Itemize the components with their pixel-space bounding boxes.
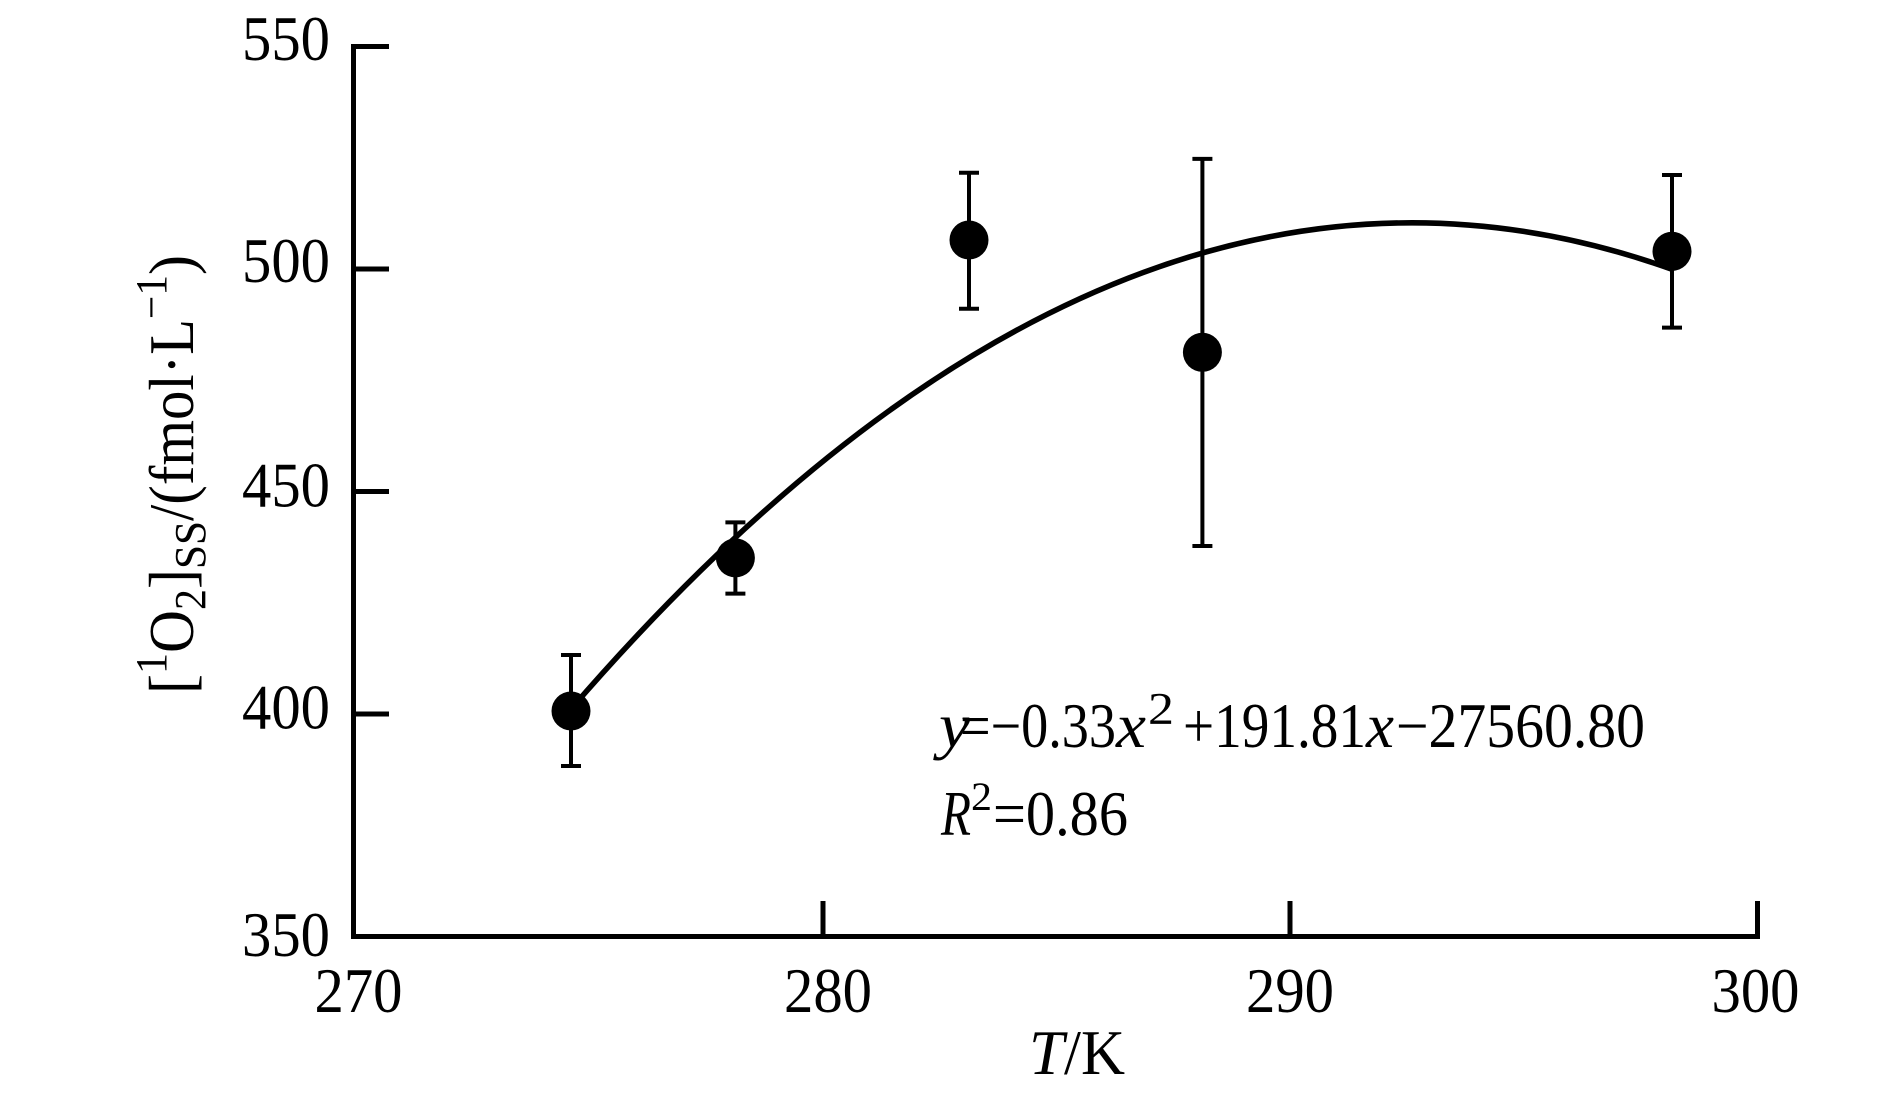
svg-text:T: T [1029,1018,1068,1088]
svg-text:550: 550 [242,4,330,74]
svg-text:500: 500 [242,226,330,296]
svg-text:2: 2 [166,589,215,610]
svg-text:1: 1 [127,653,176,674]
svg-text:[: [ [137,674,207,694]
svg-text:300: 300 [1712,956,1800,1026]
svg-text:/(fmol·L: /(fmol·L [137,319,207,521]
svg-text:/K: /K [1064,1018,1125,1088]
svg-text:R: R [940,779,971,849]
svg-text:2: 2 [971,774,992,819]
svg-text:SS: SS [166,521,215,569]
svg-text:=0.86: =0.86 [993,779,1128,849]
svg-text:290: 290 [1246,956,1334,1026]
svg-text:x: x [1115,691,1146,761]
svg-text:O: O [137,610,207,653]
svg-text:x: x [1365,691,1394,761]
svg-text:270: 270 [315,956,403,1026]
svg-text:]: ] [137,569,207,589]
svg-text:2: 2 [1148,684,1174,734]
svg-text:−1: −1 [127,275,176,319]
svg-text:350: 350 [242,900,330,970]
svg-text:−27560.80: −27560.80 [1396,691,1645,761]
svg-text:=−0.33: =−0.33 [960,691,1116,761]
svg-text:280: 280 [784,956,872,1026]
svg-text:400: 400 [242,673,330,743]
svg-text:+191.81: +191.81 [1183,691,1366,761]
svg-text:): ) [137,255,207,275]
svg-text:y: y [932,691,970,761]
svg-text:450: 450 [242,451,330,521]
